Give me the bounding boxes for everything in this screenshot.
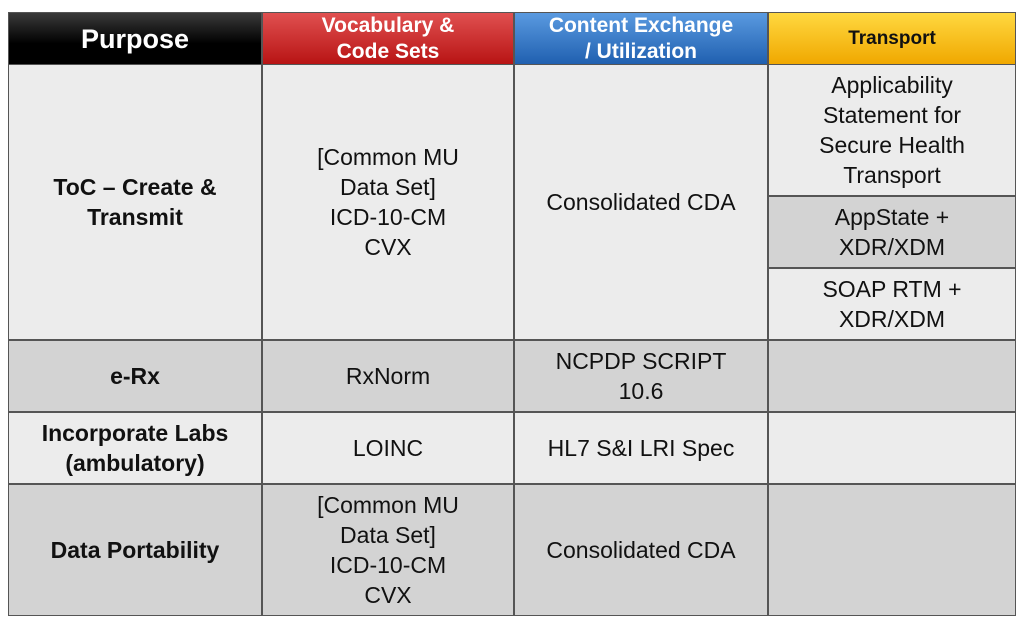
cell-line: ToC – Create & xyxy=(53,174,217,200)
purpose-cell: Data Portability xyxy=(8,484,262,616)
cell-line: Statement for xyxy=(822,102,962,128)
vocabulary-cell: [Common MU Data Set] ICD-10-CM CVX xyxy=(262,484,514,616)
cell-line: Data Portability xyxy=(50,537,220,563)
content-cell: NCPDP SCRIPT 10.6 xyxy=(514,340,768,412)
cell-line: Consolidated CDA xyxy=(546,189,736,215)
transport-cell xyxy=(768,484,1016,616)
cell-line: Consolidated CDA xyxy=(546,537,736,563)
cell-line: RxNorm xyxy=(345,363,431,389)
cell-line: ICD-10-CM xyxy=(329,552,447,578)
transport-cell xyxy=(768,340,1016,412)
cell-line: HL7 S&I LRI Spec xyxy=(547,435,735,461)
cell-line: Purpose xyxy=(80,23,190,54)
cell-line: Transport xyxy=(848,27,936,49)
cell-line: Content Exchange xyxy=(548,13,734,37)
cell-line: 10.6 xyxy=(618,378,664,404)
header-cell: Content Exchange / Utilization xyxy=(514,12,768,65)
cell-line: Data Set] xyxy=(340,522,436,548)
cell-line: [Common MU xyxy=(317,144,459,170)
header-cell: Transport xyxy=(768,12,1016,65)
transport-cell: AppState + XDR/XDM xyxy=(768,196,1016,268)
purpose-cell: ToC – Create & Transmit xyxy=(8,64,262,340)
header-cell: Purpose xyxy=(8,12,262,65)
cell-line: CVX xyxy=(364,234,412,260)
cell-line: XDR/XDM xyxy=(838,306,946,332)
vocabulary-cell: RxNorm xyxy=(262,340,514,412)
cell-line: (ambulatory) xyxy=(65,450,205,476)
cell-line: / Utilization xyxy=(585,39,697,63)
cell-line: AppState + xyxy=(834,204,950,230)
cell-line: Incorporate Labs xyxy=(41,420,229,446)
cell-line: [Common MU xyxy=(317,492,459,518)
cell-line: XDR/XDM xyxy=(838,234,946,260)
transport-cell: SOAP RTM + XDR/XDM xyxy=(768,268,1016,340)
cell-line: SOAP RTM + xyxy=(822,276,962,302)
cell-line: Transmit xyxy=(87,204,183,230)
cell-line: ICD-10-CM xyxy=(329,204,447,230)
purpose-cell: Incorporate Labs (ambulatory) xyxy=(8,412,262,484)
transport-cell: Applicability Statement for Secure Health T… xyxy=(768,64,1016,196)
cell-line: Secure Health xyxy=(819,132,965,158)
cell-line: NCPDP SCRIPT xyxy=(555,348,727,374)
vocabulary-cell: [Common MU Data Set] ICD-10-CM CVX xyxy=(262,64,514,340)
content-cell: Consolidated CDA xyxy=(514,484,768,616)
cell-line: CVX xyxy=(364,582,412,608)
cell-line: e-Rx xyxy=(110,363,160,389)
content-cell: Consolidated CDA xyxy=(514,64,768,340)
cell-line: Data Set] xyxy=(340,174,436,200)
cell-line: Code Sets xyxy=(336,39,440,63)
cell-line: Vocabulary & xyxy=(321,13,455,37)
cell-line: Applicability xyxy=(831,72,953,98)
header-cell: Vocabulary & Code Sets xyxy=(262,12,514,65)
cell-line: Transport xyxy=(843,162,941,188)
purpose-cell: e-Rx xyxy=(8,340,262,412)
cell-line: LOINC xyxy=(352,435,424,461)
vocabulary-cell: LOINC xyxy=(262,412,514,484)
content-cell: HL7 S&I LRI Spec xyxy=(514,412,768,484)
transport-cell xyxy=(768,412,1016,484)
